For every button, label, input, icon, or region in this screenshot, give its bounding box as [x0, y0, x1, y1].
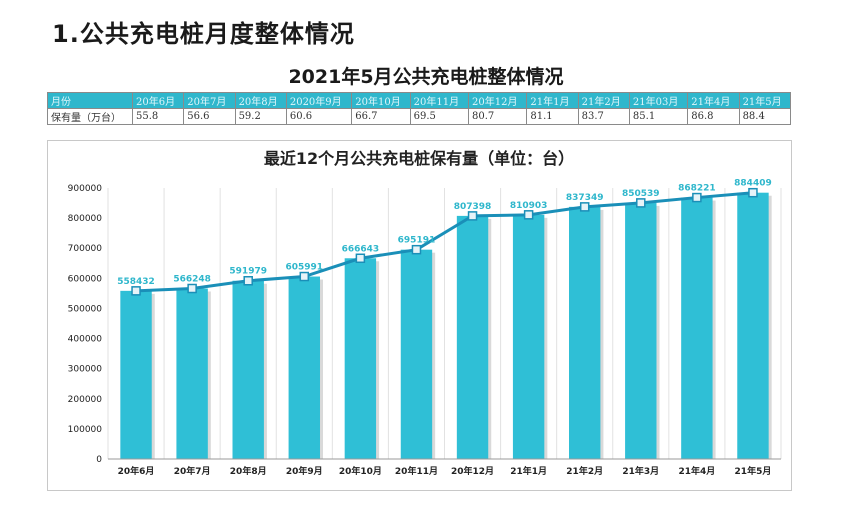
bar [681, 197, 713, 459]
series-line [135, 191, 754, 293]
value-cell: 86.8 [687, 108, 740, 125]
y-axis-ticks: 0 100000 200000 300000 400000 500000 600000 700… [68, 184, 103, 465]
x-tick-label: 21年2月 [566, 465, 603, 477]
data-label: 884409 [734, 179, 772, 189]
data-label: 566248 [173, 274, 211, 284]
bar [569, 206, 601, 459]
data-label: 850539 [622, 189, 660, 199]
x-tick-label: 21年1月 [510, 465, 547, 477]
bar [456, 215, 489, 459]
grid-lines [107, 188, 782, 459]
line-point [467, 211, 478, 221]
bar [512, 214, 545, 459]
value-cell: 69.5 [409, 108, 470, 125]
trend-line [131, 187, 758, 296]
x-tick-label: 20年9月 [286, 465, 323, 477]
data-label: 837349 [566, 193, 604, 203]
x-tick-label: 21年3月 [622, 465, 659, 477]
header-cell: 21年5月 [738, 92, 792, 109]
line-point [187, 283, 197, 294]
value-cell: 81.1 [526, 108, 579, 125]
line-point [131, 286, 141, 296]
y-tick-label: 100000 [68, 425, 103, 435]
value-cell: 88.4 [738, 108, 792, 125]
value-cell: 66.7 [351, 108, 411, 125]
bars [120, 192, 772, 459]
header-cell: 20年7月 [183, 92, 236, 109]
line-point [636, 198, 646, 208]
y-tick-label: 600000 [68, 274, 103, 284]
data-label: 695191 [398, 236, 436, 246]
chart-title: 最近12个月公共充电桩保有量（单位：台） [264, 149, 574, 168]
value-cell: 55.8 [131, 108, 185, 125]
value-cell: 83.7 [577, 108, 630, 125]
line-point [299, 271, 310, 282]
data-label: 807398 [454, 202, 492, 212]
header-cell: 20年11月 [409, 92, 470, 109]
x-tick-label: 21年4月 [678, 465, 715, 477]
value-cell: 56.6 [183, 108, 236, 125]
bar [625, 202, 657, 459]
x-tick-label: 20年6月 [118, 465, 155, 477]
value-cell: 60.6 [285, 108, 353, 125]
table-title: 2021年5月公共充电桩整体情况 [288, 66, 564, 88]
bar [288, 276, 320, 459]
bar [344, 258, 377, 459]
data-label: 868221 [678, 184, 716, 194]
bar-chart: 最近12个月公共充电桩保有量（单位：台） 0 100000 200000 300000… [68, 149, 782, 477]
x-tick-label: 20年10月 [339, 465, 382, 477]
header-cell: 21年2月 [577, 92, 630, 109]
x-tick-label: 20年8月 [230, 465, 267, 477]
line-point [692, 192, 702, 203]
chart-panel: 最近12个月公共充电桩保有量（单位：台） 0 100000 200000 300000… [47, 140, 792, 491]
line-point [579, 202, 590, 212]
y-tick-label: 900000 [68, 184, 103, 194]
bar [120, 290, 152, 459]
x-tick-label: 20年7月 [174, 465, 211, 477]
header-cell: 20年12月 [467, 92, 528, 109]
line-point [411, 244, 422, 255]
y-tick-label: 400000 [68, 335, 103, 345]
bar [737, 192, 769, 459]
page-heading: 1.公共充电桩月度整体情况 [52, 20, 355, 48]
data-label: 591979 [229, 267, 267, 277]
y-tick-label: 500000 [68, 304, 103, 314]
bar [400, 249, 433, 459]
table-value-row: 保有量（万台） 55.8 56.6 59.2 60.6 66.7 69.5 80… [47, 108, 792, 125]
line-point [523, 210, 534, 220]
header-cell: 20年8月 [234, 92, 287, 109]
y-tick-label: 800000 [68, 214, 103, 224]
bar [232, 280, 264, 459]
data-label: 558432 [117, 277, 155, 287]
header-cell: 21年03月 [628, 92, 689, 109]
value-cell: 59.2 [234, 108, 287, 125]
y-tick-label: 300000 [68, 365, 103, 375]
x-axis-ticks: 20年6月 20年7月 20年8月 20年9月 20年10月 20年11月 20年12月 21… [118, 465, 772, 477]
y-tick-label: 700000 [68, 244, 103, 254]
data-label: 666643 [342, 244, 380, 254]
line-point [748, 187, 758, 198]
data-labels: 558432 566248 591979 605991 666643 695191 8073… [117, 179, 771, 287]
bar [176, 288, 208, 459]
line-point [243, 275, 253, 286]
value-cell: 85.1 [628, 108, 689, 125]
y-tick-label: 0 [96, 455, 102, 465]
x-tick-label: 20年12月 [451, 465, 494, 477]
header-cell: 21年4月 [687, 92, 740, 109]
line-point [355, 253, 366, 264]
data-label: 605991 [286, 263, 324, 273]
value-cell: 保有量（万台） [47, 108, 133, 125]
header-cell: 月份 [47, 92, 133, 109]
table-header-row: 月份 20年6月 20年7月 20年8月 2020年9月 20年10月 20年1… [47, 92, 792, 109]
header-cell: 21年1月 [526, 92, 579, 109]
value-cell: 80.7 [467, 108, 528, 125]
header-cell: 20年10月 [351, 92, 411, 109]
x-tick-label: 21年5月 [735, 465, 772, 477]
header-cell: 20年6月 [131, 92, 185, 109]
data-label: 810903 [510, 201, 548, 211]
header-cell: 2020年9月 [285, 92, 353, 109]
y-tick-label: 200000 [68, 395, 103, 405]
x-tick-label: 20年11月 [395, 465, 438, 477]
summary-table: 月份 20年6月 20年7月 20年8月 2020年9月 20年10月 20年1… [47, 92, 792, 125]
